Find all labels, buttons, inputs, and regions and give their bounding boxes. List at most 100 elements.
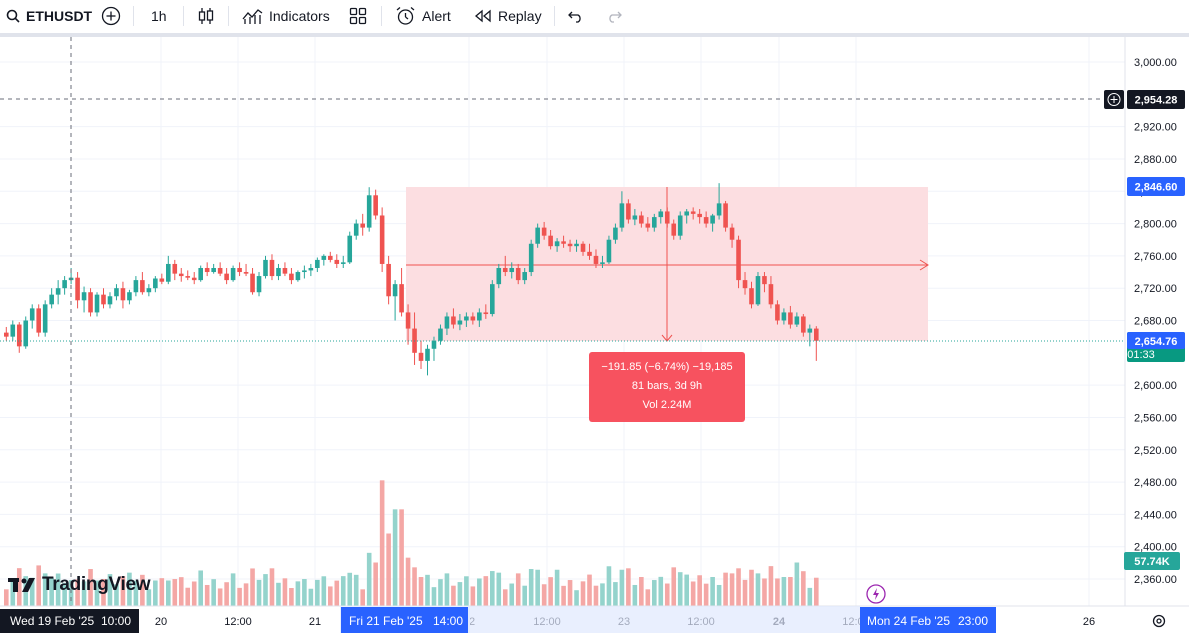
candle-body bbox=[308, 267, 314, 271]
volume-bar bbox=[541, 584, 547, 606]
interval-button[interactable]: 1h bbox=[151, 0, 167, 32]
volume-bar bbox=[580, 581, 586, 606]
volume-bar bbox=[749, 569, 754, 606]
candle-body bbox=[36, 308, 41, 333]
volume-bar bbox=[528, 569, 534, 606]
crosshair-price-text: 2,954.28 bbox=[1135, 95, 1178, 107]
candle-body bbox=[496, 267, 502, 285]
candle-body bbox=[191, 277, 197, 281]
candle-body bbox=[425, 348, 430, 361]
volume-bar bbox=[788, 577, 793, 606]
candle-body bbox=[561, 241, 566, 244]
candle-body bbox=[353, 223, 359, 236]
volume-bar bbox=[781, 577, 787, 606]
volume-bar bbox=[10, 579, 16, 606]
volume-bar bbox=[302, 579, 307, 606]
redo-button[interactable] bbox=[606, 0, 622, 32]
volume-bar bbox=[16, 568, 22, 606]
volume-bar bbox=[483, 576, 489, 606]
price-chart[interactable]: 3,000.002,920.002,880.002,840.002,800.00… bbox=[0, 37, 1189, 639]
time-crosshair-badge bbox=[0, 609, 139, 633]
candle-body bbox=[431, 340, 437, 349]
volume-bar bbox=[755, 573, 761, 606]
measure-volume: Vol 2.24M bbox=[642, 399, 692, 411]
candle-body bbox=[541, 227, 547, 236]
candle-body bbox=[742, 280, 748, 289]
price-tick: 2,440.00 bbox=[1134, 509, 1177, 521]
candle-body bbox=[4, 332, 9, 337]
candle-body bbox=[587, 251, 592, 256]
candle-body bbox=[814, 328, 819, 341]
volume-bar bbox=[153, 580, 158, 606]
candle-body bbox=[464, 316, 469, 321]
candle-body bbox=[211, 267, 216, 273]
replay-button[interactable]: Replay bbox=[474, 0, 542, 32]
symbol-search[interactable]: ETHUSDT bbox=[6, 0, 92, 32]
time-tick: 20 bbox=[155, 616, 167, 628]
volume-bar bbox=[703, 583, 709, 606]
volume-bar bbox=[535, 569, 540, 606]
candle-body bbox=[613, 227, 618, 240]
candle-body bbox=[788, 312, 793, 325]
volume-badge bbox=[1124, 552, 1180, 570]
candle-body bbox=[10, 324, 16, 337]
candle-body bbox=[671, 223, 677, 236]
volume-bar bbox=[425, 574, 430, 606]
candles bbox=[4, 183, 819, 376]
candle-body bbox=[256, 276, 262, 293]
alert-button[interactable]: Alert bbox=[395, 0, 451, 32]
volume-bar bbox=[554, 569, 560, 606]
candle-body bbox=[224, 273, 229, 281]
candle-body bbox=[703, 217, 709, 224]
volume-bar bbox=[399, 509, 404, 606]
volume-bar bbox=[418, 577, 424, 606]
candle-body bbox=[373, 195, 378, 216]
candle-body bbox=[172, 263, 178, 274]
indicators-button[interactable]: Indicators bbox=[242, 0, 330, 32]
countdown-text: 01:33 bbox=[1127, 349, 1155, 361]
volume-bar bbox=[697, 575, 702, 606]
volume-bar bbox=[146, 589, 152, 606]
range-start-badge bbox=[341, 607, 468, 633]
candle-body bbox=[794, 316, 800, 325]
volume-bar bbox=[736, 568, 741, 606]
volume-bar bbox=[496, 572, 502, 606]
candle-body bbox=[522, 272, 527, 281]
volume-bar bbox=[224, 582, 229, 606]
time-tick: 12:00 bbox=[224, 616, 252, 628]
volume-bar bbox=[522, 585, 527, 606]
lightning-icon[interactable] bbox=[866, 584, 886, 604]
price-tick: 2,520.00 bbox=[1134, 445, 1177, 457]
layouts-button[interactable] bbox=[349, 0, 367, 32]
volume-bar bbox=[107, 574, 113, 606]
candle-body bbox=[775, 304, 780, 321]
volume-bar bbox=[451, 585, 456, 606]
chart-type-button[interactable] bbox=[197, 0, 215, 32]
volume-bar bbox=[55, 573, 61, 606]
candle-body bbox=[567, 243, 573, 247]
volume-bar bbox=[729, 573, 735, 606]
candle-body bbox=[75, 277, 80, 301]
volume-bar bbox=[127, 572, 132, 606]
volume-bar bbox=[321, 576, 327, 606]
candle-body bbox=[652, 217, 657, 228]
undo-button[interactable] bbox=[568, 0, 584, 32]
volume-bar bbox=[282, 578, 288, 606]
candle-body bbox=[101, 294, 106, 305]
candle-body bbox=[438, 328, 443, 341]
candle-body bbox=[127, 292, 132, 301]
volume-bar bbox=[101, 579, 106, 606]
candle-body bbox=[153, 278, 158, 289]
volume-bar bbox=[658, 576, 664, 606]
tradingview-logo[interactable]: TradingView bbox=[8, 574, 151, 596]
volume-bar bbox=[256, 579, 262, 606]
candle-body bbox=[749, 288, 754, 305]
candle-body bbox=[580, 243, 586, 252]
candle-body bbox=[321, 255, 327, 260]
high-price-text: 2,846.60 bbox=[1135, 182, 1178, 194]
volume-bar bbox=[49, 577, 54, 606]
volume-bar bbox=[431, 587, 437, 606]
candle-body bbox=[677, 215, 683, 236]
settings-gear-icon[interactable] bbox=[1152, 614, 1166, 628]
compare-symbol-button[interactable] bbox=[101, 0, 121, 32]
